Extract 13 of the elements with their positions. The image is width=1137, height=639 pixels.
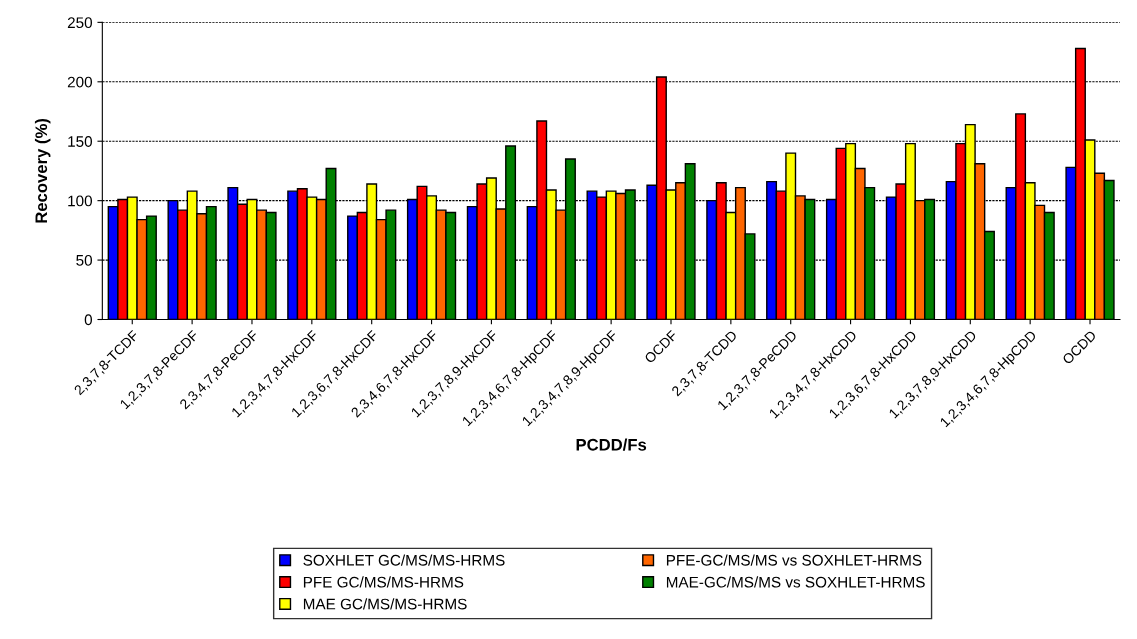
legend-label: PFE-GC/MS/MS vs SOXHLET-HRMS [666, 554, 922, 566]
legend-label: SOXHLET GC/MS/MS-HRMS [303, 554, 505, 566]
y-tick-label: 50 [76, 254, 93, 266]
y-tick-label: 100 [68, 195, 93, 207]
y-tick-label: 200 [67, 76, 93, 88]
legend-label: PFE GC/MS/MS-HRMS [303, 576, 464, 588]
y-tick-label: 0 [84, 314, 93, 326]
legend-label: MAE-GC/MS/MS vs SOXHLET-HRMS [666, 576, 925, 588]
y-axis-title: Recovery (%) [34, 118, 51, 223]
y-tick-label: 150 [68, 136, 93, 147]
legend-label: MAE GC/MS/MS-HRMS [303, 598, 467, 610]
y-tick-label: 250 [67, 17, 93, 29]
x-axis-title: PCDD/Fs [576, 438, 647, 451]
